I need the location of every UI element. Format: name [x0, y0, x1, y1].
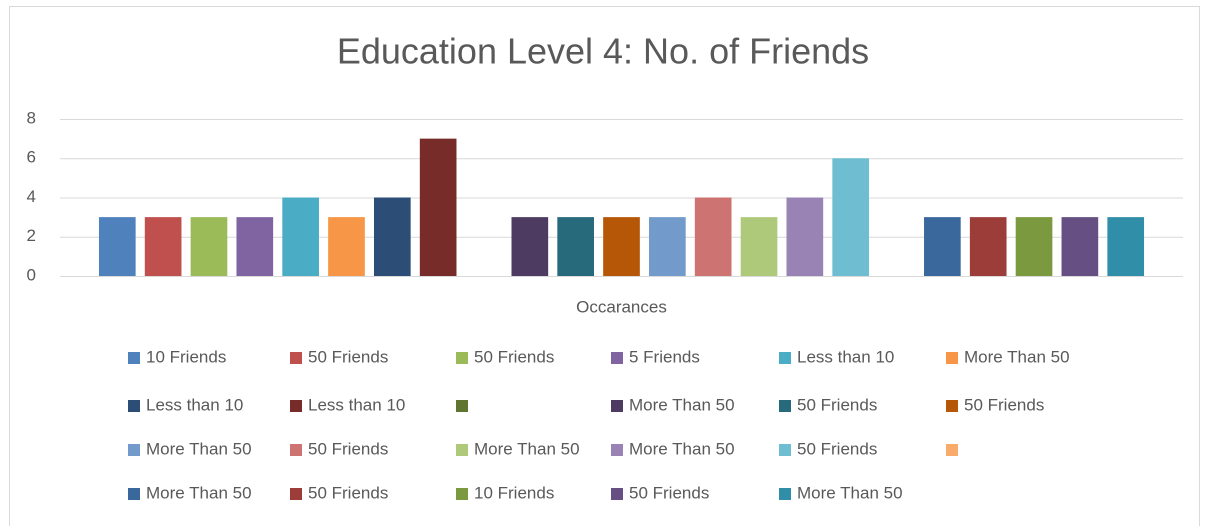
- bar: [1061, 217, 1099, 276]
- bar: [969, 217, 1007, 276]
- legend-swatch: [290, 400, 302, 412]
- bar: [1015, 217, 1053, 276]
- bar: [740, 217, 778, 276]
- legend-label: 50 Friends: [629, 483, 709, 502]
- bar: [786, 197, 824, 276]
- bar: [511, 217, 549, 276]
- y-tick-label: 4: [27, 187, 36, 206]
- legend-swatch: [456, 352, 468, 364]
- bar: [694, 197, 732, 276]
- bar: [98, 217, 136, 276]
- legend-label: 50 Friends: [308, 483, 388, 502]
- legend-label: 10 Friends: [474, 483, 554, 502]
- legend-label: 50 Friends: [308, 439, 388, 458]
- legend-swatch: [779, 444, 791, 456]
- bar: [649, 217, 686, 276]
- bar: [282, 197, 319, 276]
- legend-label: 50 Friends: [308, 347, 388, 366]
- bar: [557, 217, 594, 276]
- bar: [419, 138, 457, 276]
- legend-swatch: [611, 444, 623, 456]
- legend-swatch: [611, 488, 623, 500]
- legend-label: More Than 50: [629, 395, 735, 414]
- bar: [236, 217, 274, 276]
- legend-label: Less than 10: [797, 347, 894, 366]
- legend-label: More Than 50: [629, 439, 735, 458]
- legend-swatch: [456, 400, 468, 412]
- legend-swatch: [946, 444, 958, 456]
- legend-swatch: [128, 352, 140, 364]
- bar: [1107, 217, 1145, 276]
- legend-label: More Than 50: [146, 439, 252, 458]
- legend-swatch: [611, 400, 623, 412]
- y-tick-label: 6: [27, 148, 36, 167]
- legend-swatch: [290, 488, 302, 500]
- legend-swatch: [128, 400, 140, 412]
- legend-label: More Than 50: [474, 439, 580, 458]
- bar: [144, 217, 182, 276]
- legend-swatch: [128, 488, 140, 500]
- legend-swatch: [779, 352, 791, 364]
- legend-swatch: [456, 444, 468, 456]
- y-tick-label: 0: [27, 265, 36, 284]
- legend-label: 10 Friends: [146, 347, 226, 366]
- legend-label: More Than 50: [964, 347, 1070, 366]
- legend-swatch: [611, 352, 623, 364]
- bar: [832, 158, 870, 276]
- legend-label: 50 Friends: [797, 439, 877, 458]
- legend-label: 50 Friends: [474, 347, 554, 366]
- legend-label: Less than 10: [146, 395, 243, 414]
- legend-label: More Than 50: [797, 483, 903, 502]
- bar: [190, 217, 228, 276]
- chart-title: Education Level 4: No. of Friends: [337, 31, 869, 72]
- bar: [924, 217, 961, 276]
- legend-swatch: [290, 352, 302, 364]
- bar: [373, 197, 411, 276]
- legend-label: 50 Friends: [797, 395, 877, 414]
- bar: [603, 217, 640, 276]
- legend-swatch: [290, 444, 302, 456]
- legend-swatch: [128, 444, 140, 456]
- legend-swatch: [779, 488, 791, 500]
- legend-swatch: [779, 400, 791, 412]
- legend-swatch: [946, 352, 958, 364]
- legend-label: More Than 50: [146, 483, 252, 502]
- legend-label: Less than 10: [308, 395, 405, 414]
- y-tick-label: 8: [27, 108, 36, 127]
- bar: [328, 217, 365, 276]
- x-tick-label: Occarances: [576, 297, 667, 316]
- legend-swatch: [456, 488, 468, 500]
- legend-label: 50 Friends: [964, 395, 1044, 414]
- y-tick-label: 2: [27, 226, 36, 245]
- legend-label: 5 Friends: [629, 347, 700, 366]
- legend-swatch: [946, 400, 958, 412]
